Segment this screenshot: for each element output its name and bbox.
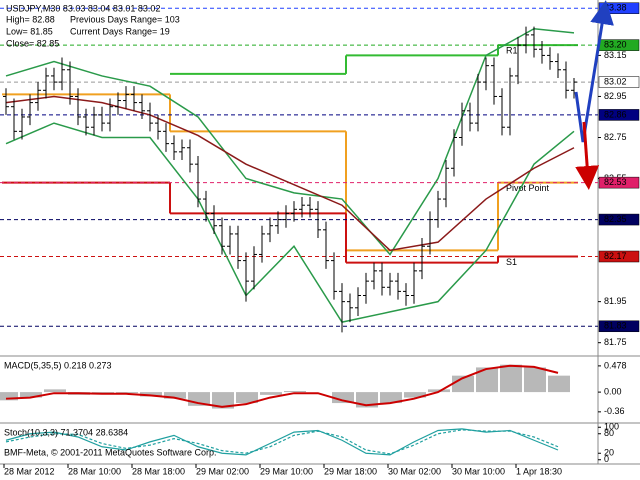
forecast-arrow xyxy=(574,0,614,143)
y-tick-label: 82.75 xyxy=(604,132,627,142)
forecast-arrow xyxy=(575,121,600,190)
histogram-bar xyxy=(236,392,258,404)
level-label: 81.83 xyxy=(604,321,627,331)
level-label: 82.35 xyxy=(604,214,627,224)
x-tick-label: 29 Mar 02:00 xyxy=(196,466,249,476)
histogram-bar xyxy=(20,392,42,398)
x-tick-label: 28 Mar 18:00 xyxy=(132,466,185,476)
y-tick-label: 81.75 xyxy=(604,337,627,347)
level-label: 83.38 xyxy=(604,3,627,13)
header-text: Close= 82.85 xyxy=(6,38,59,48)
histogram-bar xyxy=(404,392,426,398)
indicator-line xyxy=(5,95,575,252)
histogram-bar xyxy=(476,367,498,393)
y-tick-label: 100 xyxy=(604,422,619,432)
y-tick-label: -0.36 xyxy=(604,406,625,416)
x-tick-label: 28 Mar 2012 xyxy=(4,466,55,476)
histogram-bar xyxy=(44,389,66,393)
histogram-bar xyxy=(164,392,186,399)
histogram-bar xyxy=(116,392,138,394)
header-text: Previous Days Range= 103 xyxy=(70,14,180,24)
histogram-bar xyxy=(500,364,522,393)
header-text: USDJPY,M30 83.03 83.04 83.01 83.02 xyxy=(6,3,160,13)
level-label: 82.17 xyxy=(604,251,627,261)
level-box xyxy=(598,109,640,121)
y-tick-label: 83.15 xyxy=(604,50,627,60)
level-label: 82.86 xyxy=(604,109,627,119)
y-tick-label: 80 xyxy=(604,428,614,438)
y-tick-label: 0.00 xyxy=(604,386,622,396)
histogram-bar xyxy=(452,375,474,393)
level-box xyxy=(598,320,640,333)
pivot-label: S1 xyxy=(506,257,517,267)
histogram-bar xyxy=(380,392,402,404)
x-tick-label: 29 Mar 18:00 xyxy=(324,466,377,476)
histogram-bar xyxy=(212,392,234,409)
histogram-bar xyxy=(332,392,354,404)
signal-line xyxy=(5,364,559,408)
level-label: 83.20 xyxy=(604,40,627,50)
indicator-line xyxy=(5,122,575,324)
x-tick-label: 1 Apr 18:30 xyxy=(516,466,562,476)
level-label: 83.02 xyxy=(604,76,627,86)
y-tick-label: 82.95 xyxy=(604,91,627,101)
level-box xyxy=(598,76,640,88)
header-text: Current Days Range= 19 xyxy=(70,26,170,36)
header-text: High= 82.88 xyxy=(6,14,55,24)
y-tick-label: 0 xyxy=(604,454,609,464)
x-tick-label: 29 Mar 10:00 xyxy=(260,466,313,476)
indicator-title: Stoch(10,3,3) 71.3704 28.6384 xyxy=(4,427,128,437)
pivot-label: Pivot Point xyxy=(506,183,550,193)
histogram-bar xyxy=(140,392,162,397)
x-tick-label: 30 Mar 10:00 xyxy=(452,466,505,476)
x-tick-label: 28 Mar 10:00 xyxy=(68,466,121,476)
y-tick-label: 81.95 xyxy=(604,296,627,306)
indicator-line xyxy=(5,27,575,256)
histogram-bar xyxy=(524,367,546,393)
histogram-bar xyxy=(92,392,114,394)
histogram-bar xyxy=(260,392,282,395)
histogram-bar xyxy=(0,392,18,401)
indicator-title: MACD(5,35,5) 0.218 0.273 xyxy=(4,360,112,370)
level-label: 82.53 xyxy=(604,177,627,187)
pivot-label: R1 xyxy=(506,46,518,56)
stoch-line xyxy=(5,428,559,456)
histogram-bar xyxy=(548,375,570,393)
header-text: Low= 81.85 xyxy=(6,26,53,36)
y-tick-label: 0.478 xyxy=(604,360,627,370)
footer: BMF-Meta, © 2001-2011 MetaQuotes Softwar… xyxy=(4,447,217,457)
level-box xyxy=(598,213,640,226)
y-tick-label: 20 xyxy=(604,448,614,458)
histogram-bar xyxy=(284,391,306,393)
level-box xyxy=(598,250,640,263)
x-tick-label: 30 Mar 02:00 xyxy=(388,466,441,476)
